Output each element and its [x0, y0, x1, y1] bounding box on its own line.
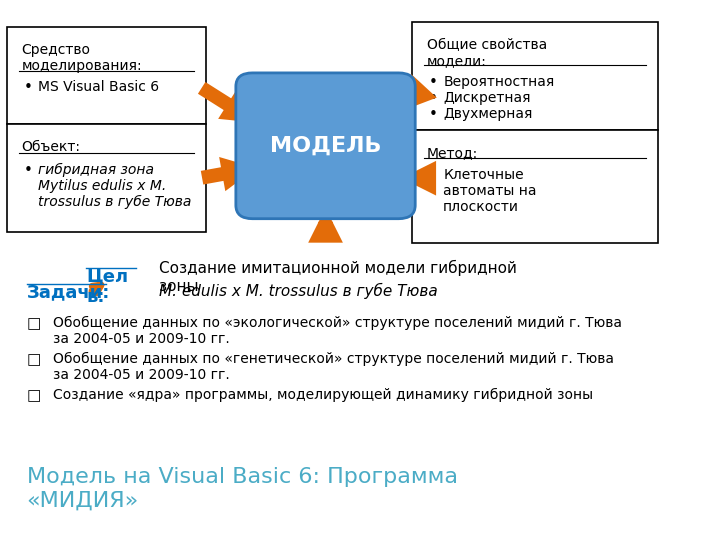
- Text: •: •: [428, 168, 437, 183]
- Text: □: □: [27, 388, 41, 403]
- Text: Клеточные
автоматы на
плоскости: Клеточные автоматы на плоскости: [443, 168, 536, 214]
- Text: Вероятностная: Вероятностная: [443, 75, 554, 89]
- Text: Двухмерная: Двухмерная: [443, 107, 533, 122]
- Text: гибридная зона
Mytilus edulis x M.
trossulus в губе Тюва: гибридная зона Mytilus edulis x M. tross…: [38, 163, 192, 209]
- Text: •: •: [428, 107, 437, 123]
- FancyBboxPatch shape: [412, 22, 657, 130]
- FancyBboxPatch shape: [236, 73, 415, 219]
- Text: □: □: [27, 352, 41, 367]
- Text: •: •: [428, 75, 437, 90]
- Text: □: □: [27, 316, 41, 331]
- Text: •: •: [23, 163, 32, 178]
- Text: Метод:: Метод:: [426, 146, 478, 160]
- Text: МОДЕЛЬ: МОДЕЛЬ: [270, 136, 382, 156]
- Text: Объект:: Объект:: [22, 140, 80, 154]
- FancyBboxPatch shape: [412, 130, 657, 243]
- Text: Средство
моделирования:: Средство моделирования:: [22, 43, 142, 73]
- Text: Создание имитационной модели гибридной
зоны: Создание имитационной модели гибридной з…: [159, 260, 518, 294]
- FancyBboxPatch shape: [6, 27, 206, 124]
- FancyBboxPatch shape: [6, 124, 206, 232]
- Text: Дискретная: Дискретная: [443, 91, 531, 105]
- Text: •: •: [23, 80, 32, 96]
- Text: Обобщение данных по «экологической» структуре поселений мидий г. Тюва
за 2004-05: Обобщение данных по «экологической» стру…: [53, 316, 622, 346]
- Text: MS Visual Basic 6: MS Visual Basic 6: [38, 80, 159, 94]
- Text: Задачи:: Задачи:: [27, 283, 110, 301]
- Text: M. edulis x M. trossulus в губе Тюва: M. edulis x M. trossulus в губе Тюва: [159, 283, 438, 299]
- Text: Обобщение данных по «генетической» структуре поселений мидий г. Тюва
за 2004-05 : Обобщение данных по «генетической» струк…: [53, 352, 614, 382]
- Text: •: •: [428, 91, 437, 106]
- Text: Модель на Visual Basic 6: Программа
«МИДИЯ»: Модель на Visual Basic 6: Программа «МИД…: [27, 467, 458, 510]
- Text: Создание «ядра» программы, моделирующей динамику гибридной зоны: Создание «ядра» программы, моделирующей …: [53, 388, 593, 402]
- Text: Общие свойства
модели:: Общие свойства модели:: [426, 38, 546, 68]
- Text: Цел
ь:: Цел ь:: [86, 267, 128, 306]
